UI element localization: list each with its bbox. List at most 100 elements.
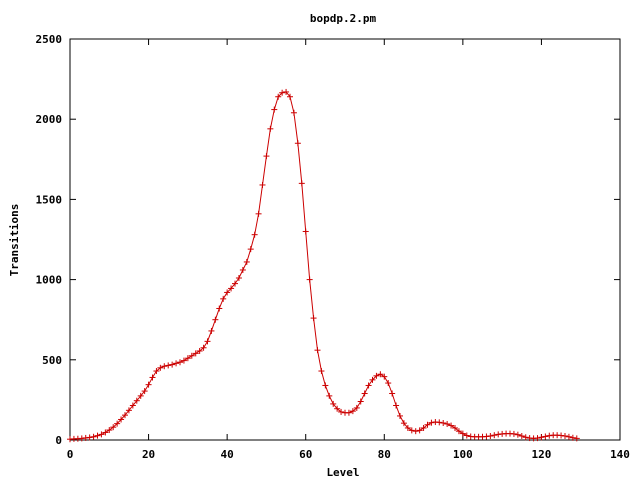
data-point-marker xyxy=(114,420,121,427)
data-point-marker xyxy=(345,409,352,416)
data-point-marker xyxy=(334,405,341,412)
data-point-marker xyxy=(122,412,128,419)
data-point-marker xyxy=(239,266,246,273)
data-point-marker xyxy=(263,153,270,160)
data-point-marker xyxy=(216,305,223,312)
data-point-marker xyxy=(98,431,105,438)
data-point-marker xyxy=(428,419,435,426)
data-point-marker xyxy=(389,390,396,397)
data-point-marker xyxy=(259,181,266,188)
data-point-marker xyxy=(326,392,333,399)
data-point-marker xyxy=(141,388,148,395)
data-point-marker xyxy=(204,338,211,345)
data-point-marker xyxy=(361,390,368,397)
data-point-marker xyxy=(153,368,160,375)
data-point-marker xyxy=(196,347,203,354)
data-point-marker xyxy=(169,361,176,368)
x-tick-label: 20 xyxy=(142,448,155,461)
data-point-marker xyxy=(200,344,207,351)
x-tick-labels: 0 20 40 60 80 100 120 140 xyxy=(67,448,630,461)
chart-title: bopdp.2.pm xyxy=(310,12,377,25)
y-tick-label: 2000 xyxy=(36,113,63,126)
data-point-marker xyxy=(491,432,498,439)
data-point-marker xyxy=(440,419,447,426)
data-point-marker xyxy=(569,434,576,441)
data-point-marker xyxy=(573,435,580,442)
x-tick-label: 0 xyxy=(67,448,74,461)
data-point-marker xyxy=(420,424,427,431)
x-tick-label: 120 xyxy=(531,448,551,461)
data-point-marker xyxy=(448,422,455,429)
data-point-marker xyxy=(220,295,227,302)
data-point-marker xyxy=(94,432,101,439)
data-point-marker xyxy=(188,352,195,359)
data-point-marker xyxy=(444,420,451,427)
plot-area-frame xyxy=(69,38,621,441)
y-axis-label: Transitions xyxy=(8,204,21,277)
data-point-marker xyxy=(90,433,97,440)
y-tick-labels: 0 500 1000 1500 2000 2500 xyxy=(36,33,63,447)
data-point-marker xyxy=(538,434,545,441)
data-point-marker xyxy=(404,424,411,431)
data-point-marker xyxy=(338,408,345,415)
data-point-marker xyxy=(463,432,470,439)
data-point-marker xyxy=(102,429,109,436)
y-tick-label: 1500 xyxy=(36,193,63,206)
data-point-marker xyxy=(247,246,254,253)
y-tick-label: 1000 xyxy=(36,274,63,287)
data-point-marker xyxy=(310,315,317,322)
data-point-marker xyxy=(318,368,325,375)
data-point-marker xyxy=(436,419,443,426)
data-point-marker xyxy=(302,228,309,235)
data-point-marker xyxy=(184,355,191,362)
data-point-marker xyxy=(298,180,305,187)
data-point-marker xyxy=(514,431,521,438)
data-point-marker xyxy=(455,428,462,435)
data-point-marker xyxy=(283,88,290,95)
x-tick-label: 80 xyxy=(378,448,391,461)
data-point-marker xyxy=(294,140,301,147)
x-tick-label: 60 xyxy=(299,448,312,461)
data-point-marker xyxy=(534,435,541,442)
data-point-marker xyxy=(275,93,282,100)
data-point-marker xyxy=(180,357,187,364)
data-series xyxy=(67,88,580,443)
data-point-marker xyxy=(212,316,219,323)
data-point-marker xyxy=(330,400,337,407)
y-tick-label: 2500 xyxy=(36,33,63,46)
data-point-marker xyxy=(400,420,407,427)
data-point-marker xyxy=(106,427,113,434)
x-tick-label: 100 xyxy=(453,448,473,461)
data-point-marker xyxy=(251,231,258,238)
data-point-marker xyxy=(349,408,356,415)
data-point-marker xyxy=(452,424,458,431)
data-point-marker xyxy=(397,412,403,419)
data-point-marker xyxy=(562,432,568,439)
data-point-marker xyxy=(287,93,293,100)
data-point-marker xyxy=(487,432,494,439)
data-point-marker xyxy=(224,289,231,296)
data-point-marker xyxy=(542,433,549,440)
data-point-marker xyxy=(243,258,250,265)
data-point-marker xyxy=(161,363,168,370)
y-tick-label: 500 xyxy=(42,354,62,367)
data-point-marker xyxy=(412,428,419,435)
data-point-marker xyxy=(393,402,400,409)
data-point-marker xyxy=(369,376,376,383)
x-tick-label: 140 xyxy=(610,448,630,461)
data-point-marker xyxy=(290,109,297,116)
data-point-marker xyxy=(133,397,140,404)
x-tick-label: 40 xyxy=(221,448,234,461)
data-point-marker xyxy=(424,421,431,428)
data-point-marker xyxy=(228,285,235,292)
data-point-marker xyxy=(510,430,517,437)
data-point-marker xyxy=(149,374,156,381)
data-point-marker xyxy=(459,430,466,437)
data-point-marker xyxy=(255,210,262,217)
data-point-marker xyxy=(416,427,423,434)
data-point-marker xyxy=(110,424,117,431)
data-point-marker xyxy=(129,402,136,409)
data-point-marker xyxy=(408,427,415,434)
